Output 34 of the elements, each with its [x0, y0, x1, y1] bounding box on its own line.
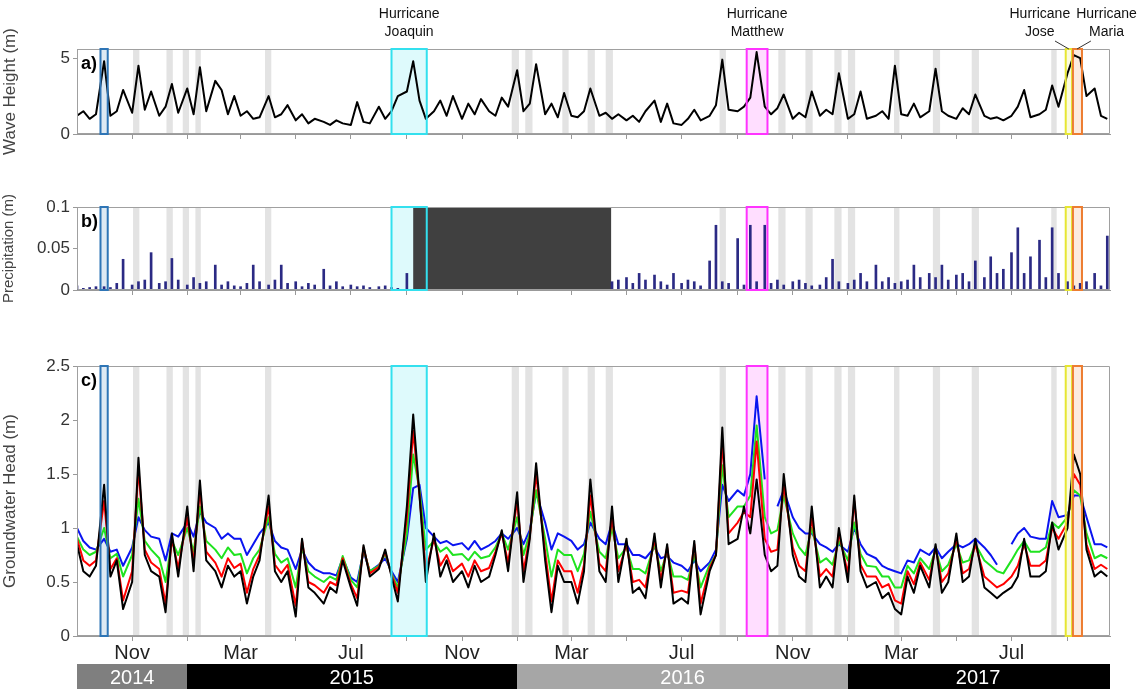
x-tick-label: Mar: [554, 640, 589, 663]
chart-title: a): [81, 52, 98, 73]
x-tick-label: Jul: [338, 640, 364, 663]
y-tick-label: 2.5: [46, 355, 70, 375]
band-label: Hurricane Matthew: [726, 5, 788, 39]
y-tick-label: 0: [60, 625, 70, 645]
y-tick-label: 0.05: [36, 238, 70, 258]
y-axis-title: Wave Height (m): [0, 28, 19, 155]
y-tick-label: 0: [60, 123, 70, 143]
y-tick-label: 5: [60, 47, 70, 67]
y-axis-title: Groundwater Head (m): [0, 414, 19, 588]
x-tick-label: Jul: [998, 640, 1025, 663]
band-label: Hurricane Maria: [1076, 5, 1138, 39]
x2-tick-label: 2017: [955, 665, 1001, 688]
y-tick-label: 0.5: [46, 571, 70, 591]
x-tick-label: Jul: [668, 640, 695, 663]
band-label: Hurricane Jose: [1009, 5, 1071, 39]
y-tick-label: 1: [60, 517, 70, 537]
chart-title: b): [81, 210, 98, 231]
x-tick-label: Nov: [444, 640, 480, 663]
x-tick-label: Nov: [774, 640, 811, 663]
y-tick-label: 0.1: [46, 196, 70, 216]
y-tick-label: 0: [60, 279, 70, 299]
x2-tick-label: 2016: [660, 665, 705, 688]
y-axis-title: Precipitation (m): [0, 193, 17, 304]
x2-tick-label: 2014: [109, 665, 155, 688]
chart-title: c): [81, 369, 98, 390]
band-label: Hurricane Joaquin: [378, 5, 440, 39]
y-tick-label: 1.5: [46, 463, 70, 483]
x2-tick-label: 2015: [329, 665, 374, 688]
x-tick-label: Mar: [884, 640, 919, 663]
x-tick-label: Nov: [114, 640, 150, 663]
x-tick-label: Mar: [223, 640, 259, 663]
y-tick-label: 2: [60, 409, 70, 429]
